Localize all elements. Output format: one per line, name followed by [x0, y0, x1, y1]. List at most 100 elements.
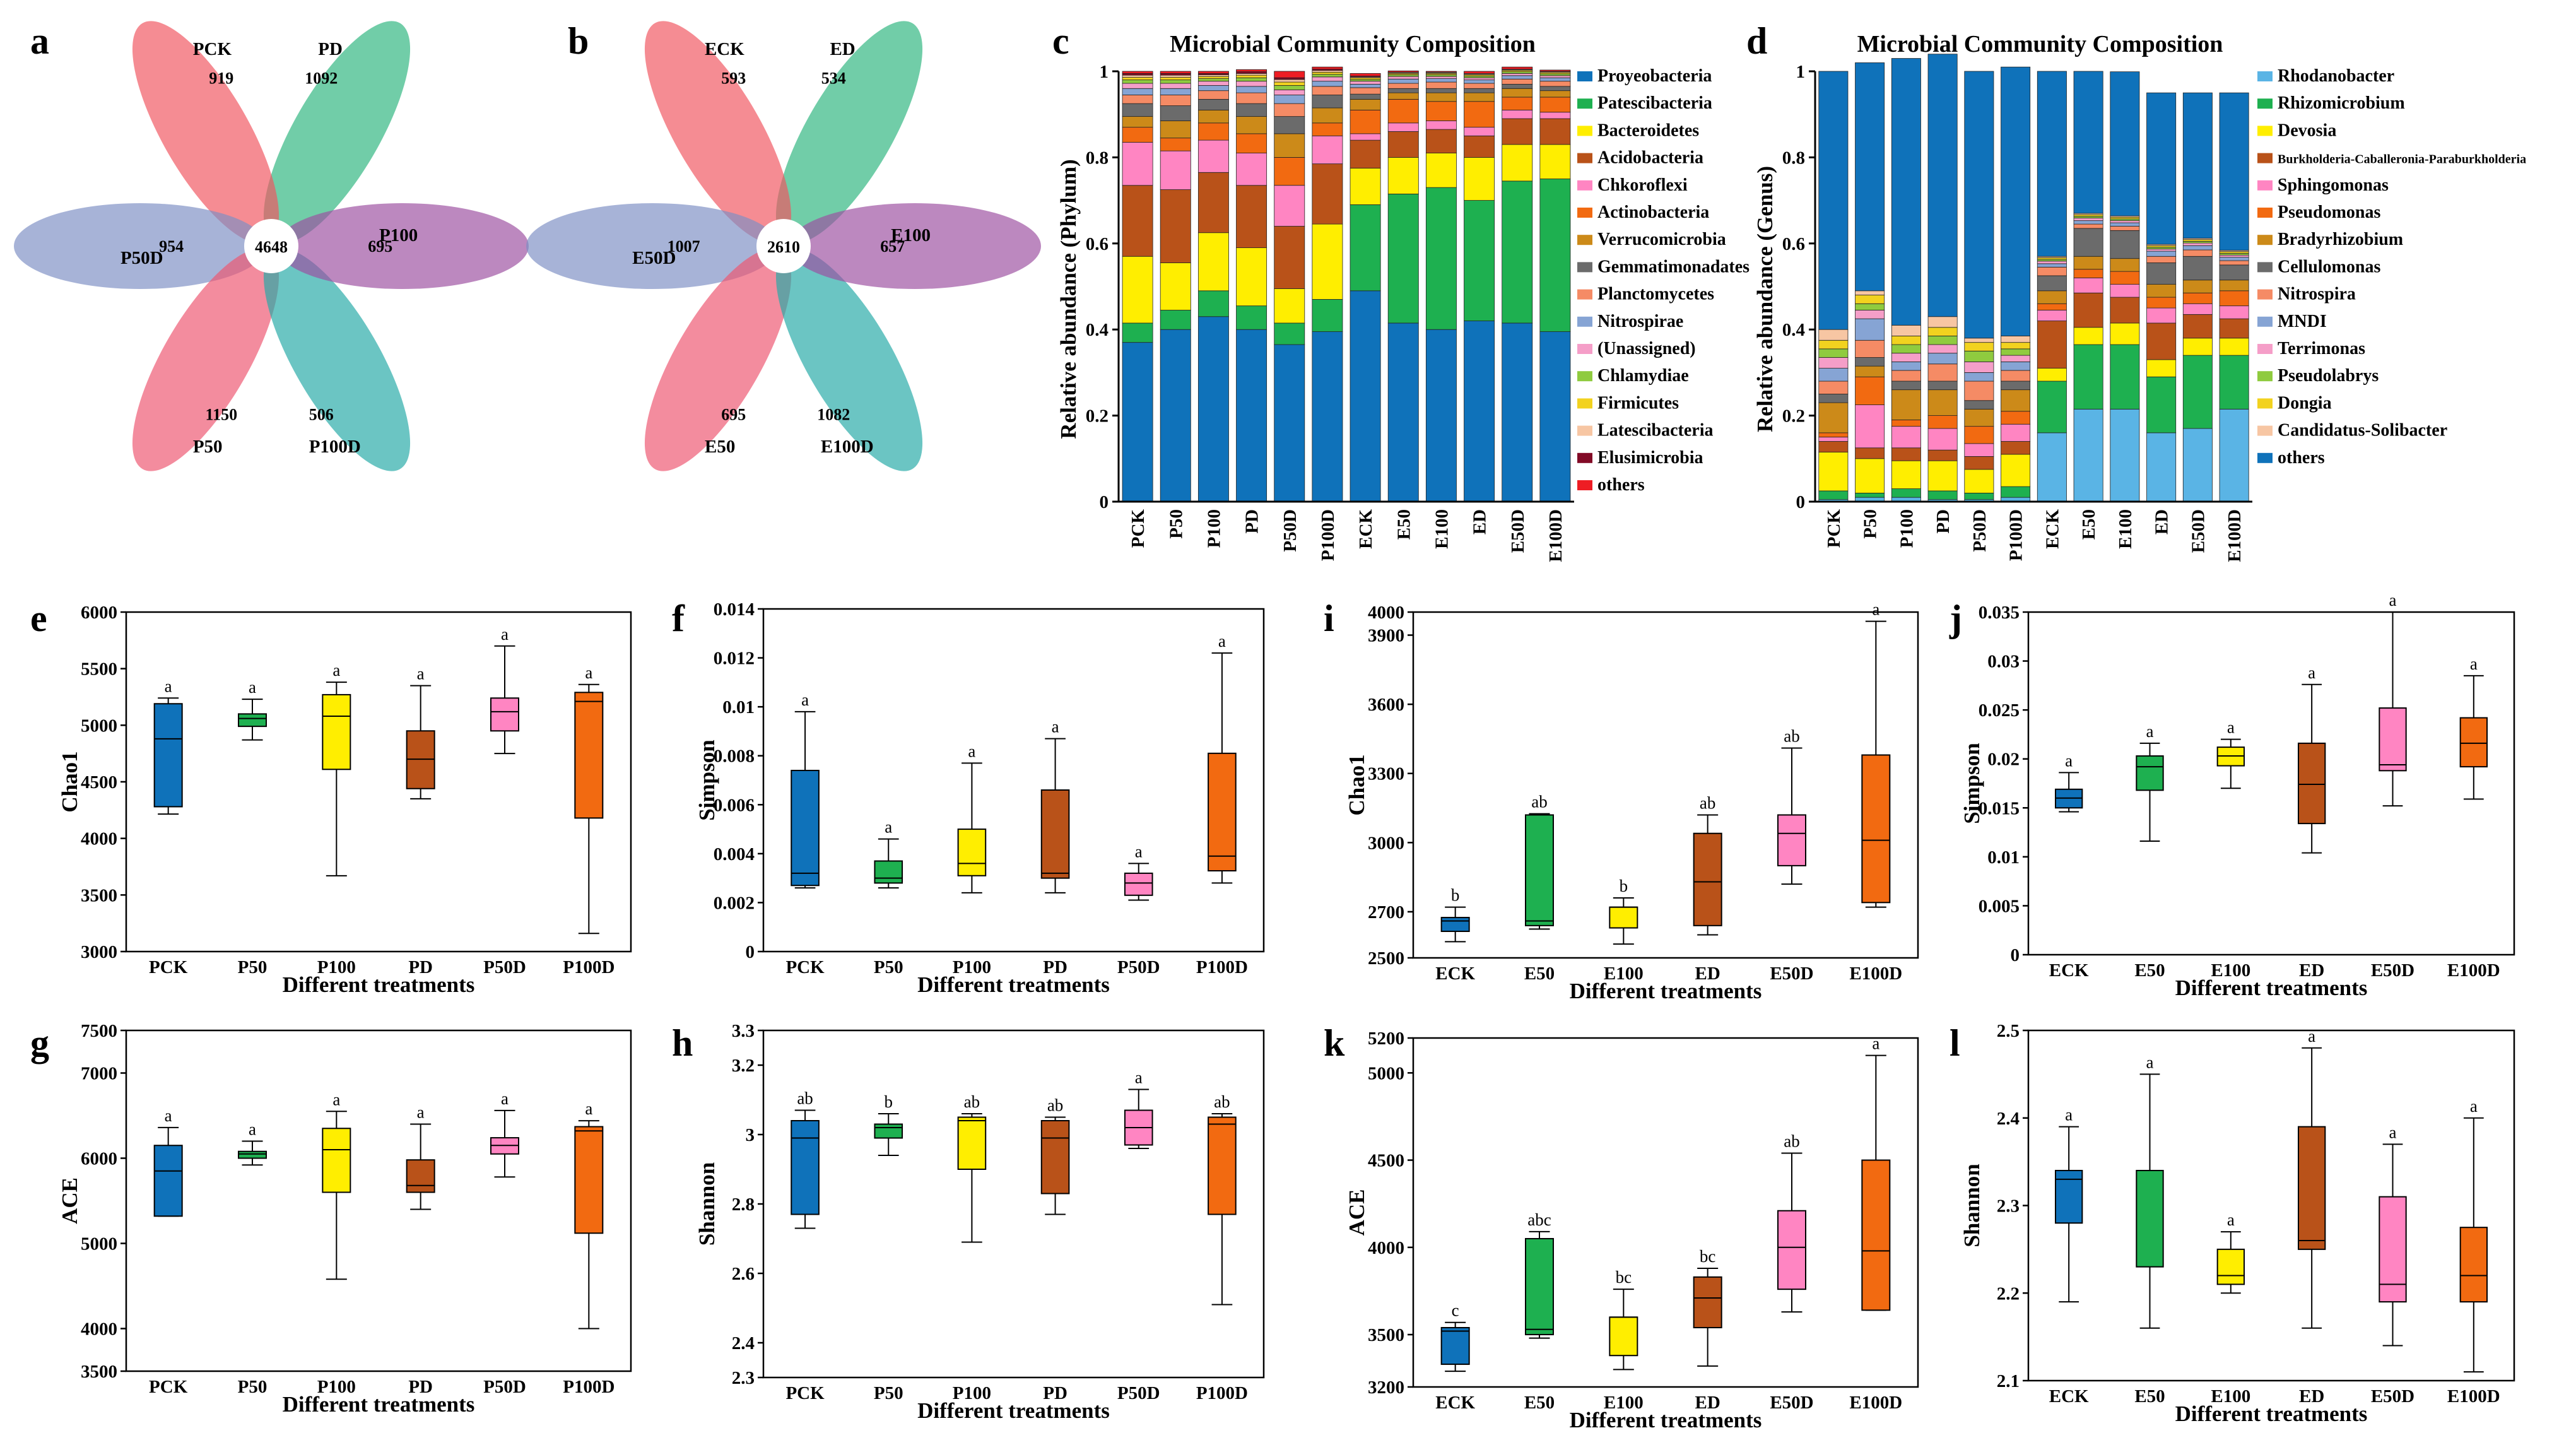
box-iqr: [574, 1126, 604, 1234]
legend-swatch: [2257, 289, 2273, 300]
bar-segment: [1927, 380, 1958, 391]
bar-segment: [2110, 216, 2140, 220]
box-P50D: a P50D: [1117, 842, 1160, 977]
box-P50: a P50: [238, 678, 268, 977]
box-E100: a E100: [2211, 718, 2250, 981]
bar-segment: [2001, 423, 2031, 442]
bar-segment: [2110, 258, 2140, 272]
legend-label: Cellulomonas: [2278, 257, 2380, 276]
box-iqr: [322, 693, 351, 770]
venn-petal-label: E100D: [821, 437, 874, 457]
bar-segment: [2001, 361, 2031, 371]
y-tick-label: 4500: [81, 772, 117, 793]
panel-label-f: f: [672, 598, 685, 639]
significance-label: ab: [1700, 793, 1715, 812]
y-tick-label: 0: [2011, 945, 2020, 965]
bar-segment: [2110, 284, 2140, 298]
bar-segment: [1312, 71, 1343, 75]
bar-segment: [1855, 404, 1885, 449]
significance-label: bc: [1616, 1268, 1632, 1287]
legend-swatch: [1577, 316, 1592, 327]
bar-segment: [1818, 357, 1849, 369]
box-iqr: [1525, 814, 1554, 926]
bar-segment: [1122, 80, 1153, 84]
x-tick-label: P100: [953, 1383, 991, 1403]
bar-segment: [1122, 95, 1153, 104]
box-iqr: [1040, 789, 1070, 879]
plot-frame: [125, 1029, 632, 1372]
venn-petal-value: 534: [821, 69, 846, 88]
stacked-bar-chart-d: Microbial Community Composition PCK P50 P10…: [1753, 31, 2526, 562]
venn-petal: [132, 21, 279, 244]
bar-segment: [1160, 329, 1191, 502]
bar-segment: [1502, 180, 1533, 324]
x-tick-label: P100D: [563, 957, 615, 977]
bar-segment: [1855, 303, 1885, 310]
y-tick-label: 6000: [81, 603, 117, 623]
bar-segment: [1197, 74, 1229, 77]
x-tick-label: E100: [1604, 1393, 1644, 1413]
bar-segment: [2146, 262, 2177, 285]
bar-segment: [2037, 261, 2067, 264]
bar-segment: [1122, 71, 1153, 74]
bar-segment: [1539, 331, 1571, 502]
y-tick-label: 2500: [1368, 948, 1404, 969]
x-tick-label: P100D: [1196, 1383, 1248, 1403]
bar-segment: [1236, 185, 1267, 249]
box-iqr: [2216, 1248, 2245, 1285]
x-tick-label: P50D: [1970, 509, 1990, 552]
bar-segment: [1425, 78, 1457, 83]
bar-segment: [1197, 122, 1229, 141]
venn-petal-value: 695: [721, 405, 746, 423]
bar-segment: [2110, 222, 2140, 227]
bar-segment: [1964, 350, 1994, 362]
significance-label: b: [885, 1092, 893, 1111]
bar-segment: [1350, 77, 1381, 80]
x-tick-label: E100D: [2447, 960, 2500, 981]
x-tick-label: PCK: [149, 957, 188, 977]
bar-segment: [2182, 355, 2213, 429]
bar-segment: [1818, 441, 1849, 452]
bar-segment: [1160, 73, 1191, 76]
bar-segment: [2073, 220, 2103, 225]
box-iqr: [2136, 1170, 2164, 1268]
legend-label: Verrucomicrobia: [1597, 230, 1726, 249]
legend-swatch: [2257, 262, 2273, 273]
bar-segment: [1927, 490, 1958, 500]
bar-segment: [1539, 118, 1571, 145]
bar-segment: [1122, 256, 1153, 324]
bar-segment: [2073, 327, 2103, 345]
box-iqr: [2297, 1126, 2326, 1250]
x-tick-label: E100: [1432, 509, 1452, 549]
x-tick-label: P50: [238, 1377, 268, 1397]
bar-segment: [1855, 357, 1885, 367]
box-P100: ab P100: [953, 1092, 991, 1403]
bar-segment: [1502, 322, 1533, 502]
bar-segment: [1274, 288, 1305, 324]
y-tick-label: 6000: [81, 1149, 117, 1169]
bar-segment: [1855, 318, 1885, 341]
y-tick-label: 0.014: [714, 599, 755, 620]
y-tick-label: 0.2: [1782, 406, 1805, 427]
bar-segment: [2110, 408, 2140, 502]
bar-segment: [1160, 310, 1191, 330]
stacked-bar-chart-c: Microbial Community Composition PCK P50 P10…: [1056, 31, 1750, 562]
x-tick-label: P100D: [1196, 957, 1248, 977]
bar-segment: [1122, 142, 1153, 186]
bar-segment: [1425, 153, 1457, 188]
bar-segment: [1160, 138, 1191, 151]
legend-swatch: [2257, 153, 2273, 163]
box-ECK: a ECK: [2049, 1106, 2089, 1407]
bar-segment: [1891, 380, 1921, 391]
venn-petal: [644, 248, 792, 471]
y-tick-label: 3600: [1368, 695, 1404, 715]
bar-segment: [2219, 92, 2249, 251]
bar-segment: [1855, 365, 1885, 377]
significance-label: a: [2146, 722, 2154, 741]
bar-segment: [1274, 322, 1305, 345]
bar-segment: [2037, 266, 2067, 276]
box-iqr: [153, 703, 183, 808]
x-tick-label: E50: [2079, 509, 2099, 540]
x-tick-label: P50D: [483, 1377, 526, 1397]
bar-segment: [1425, 81, 1457, 89]
